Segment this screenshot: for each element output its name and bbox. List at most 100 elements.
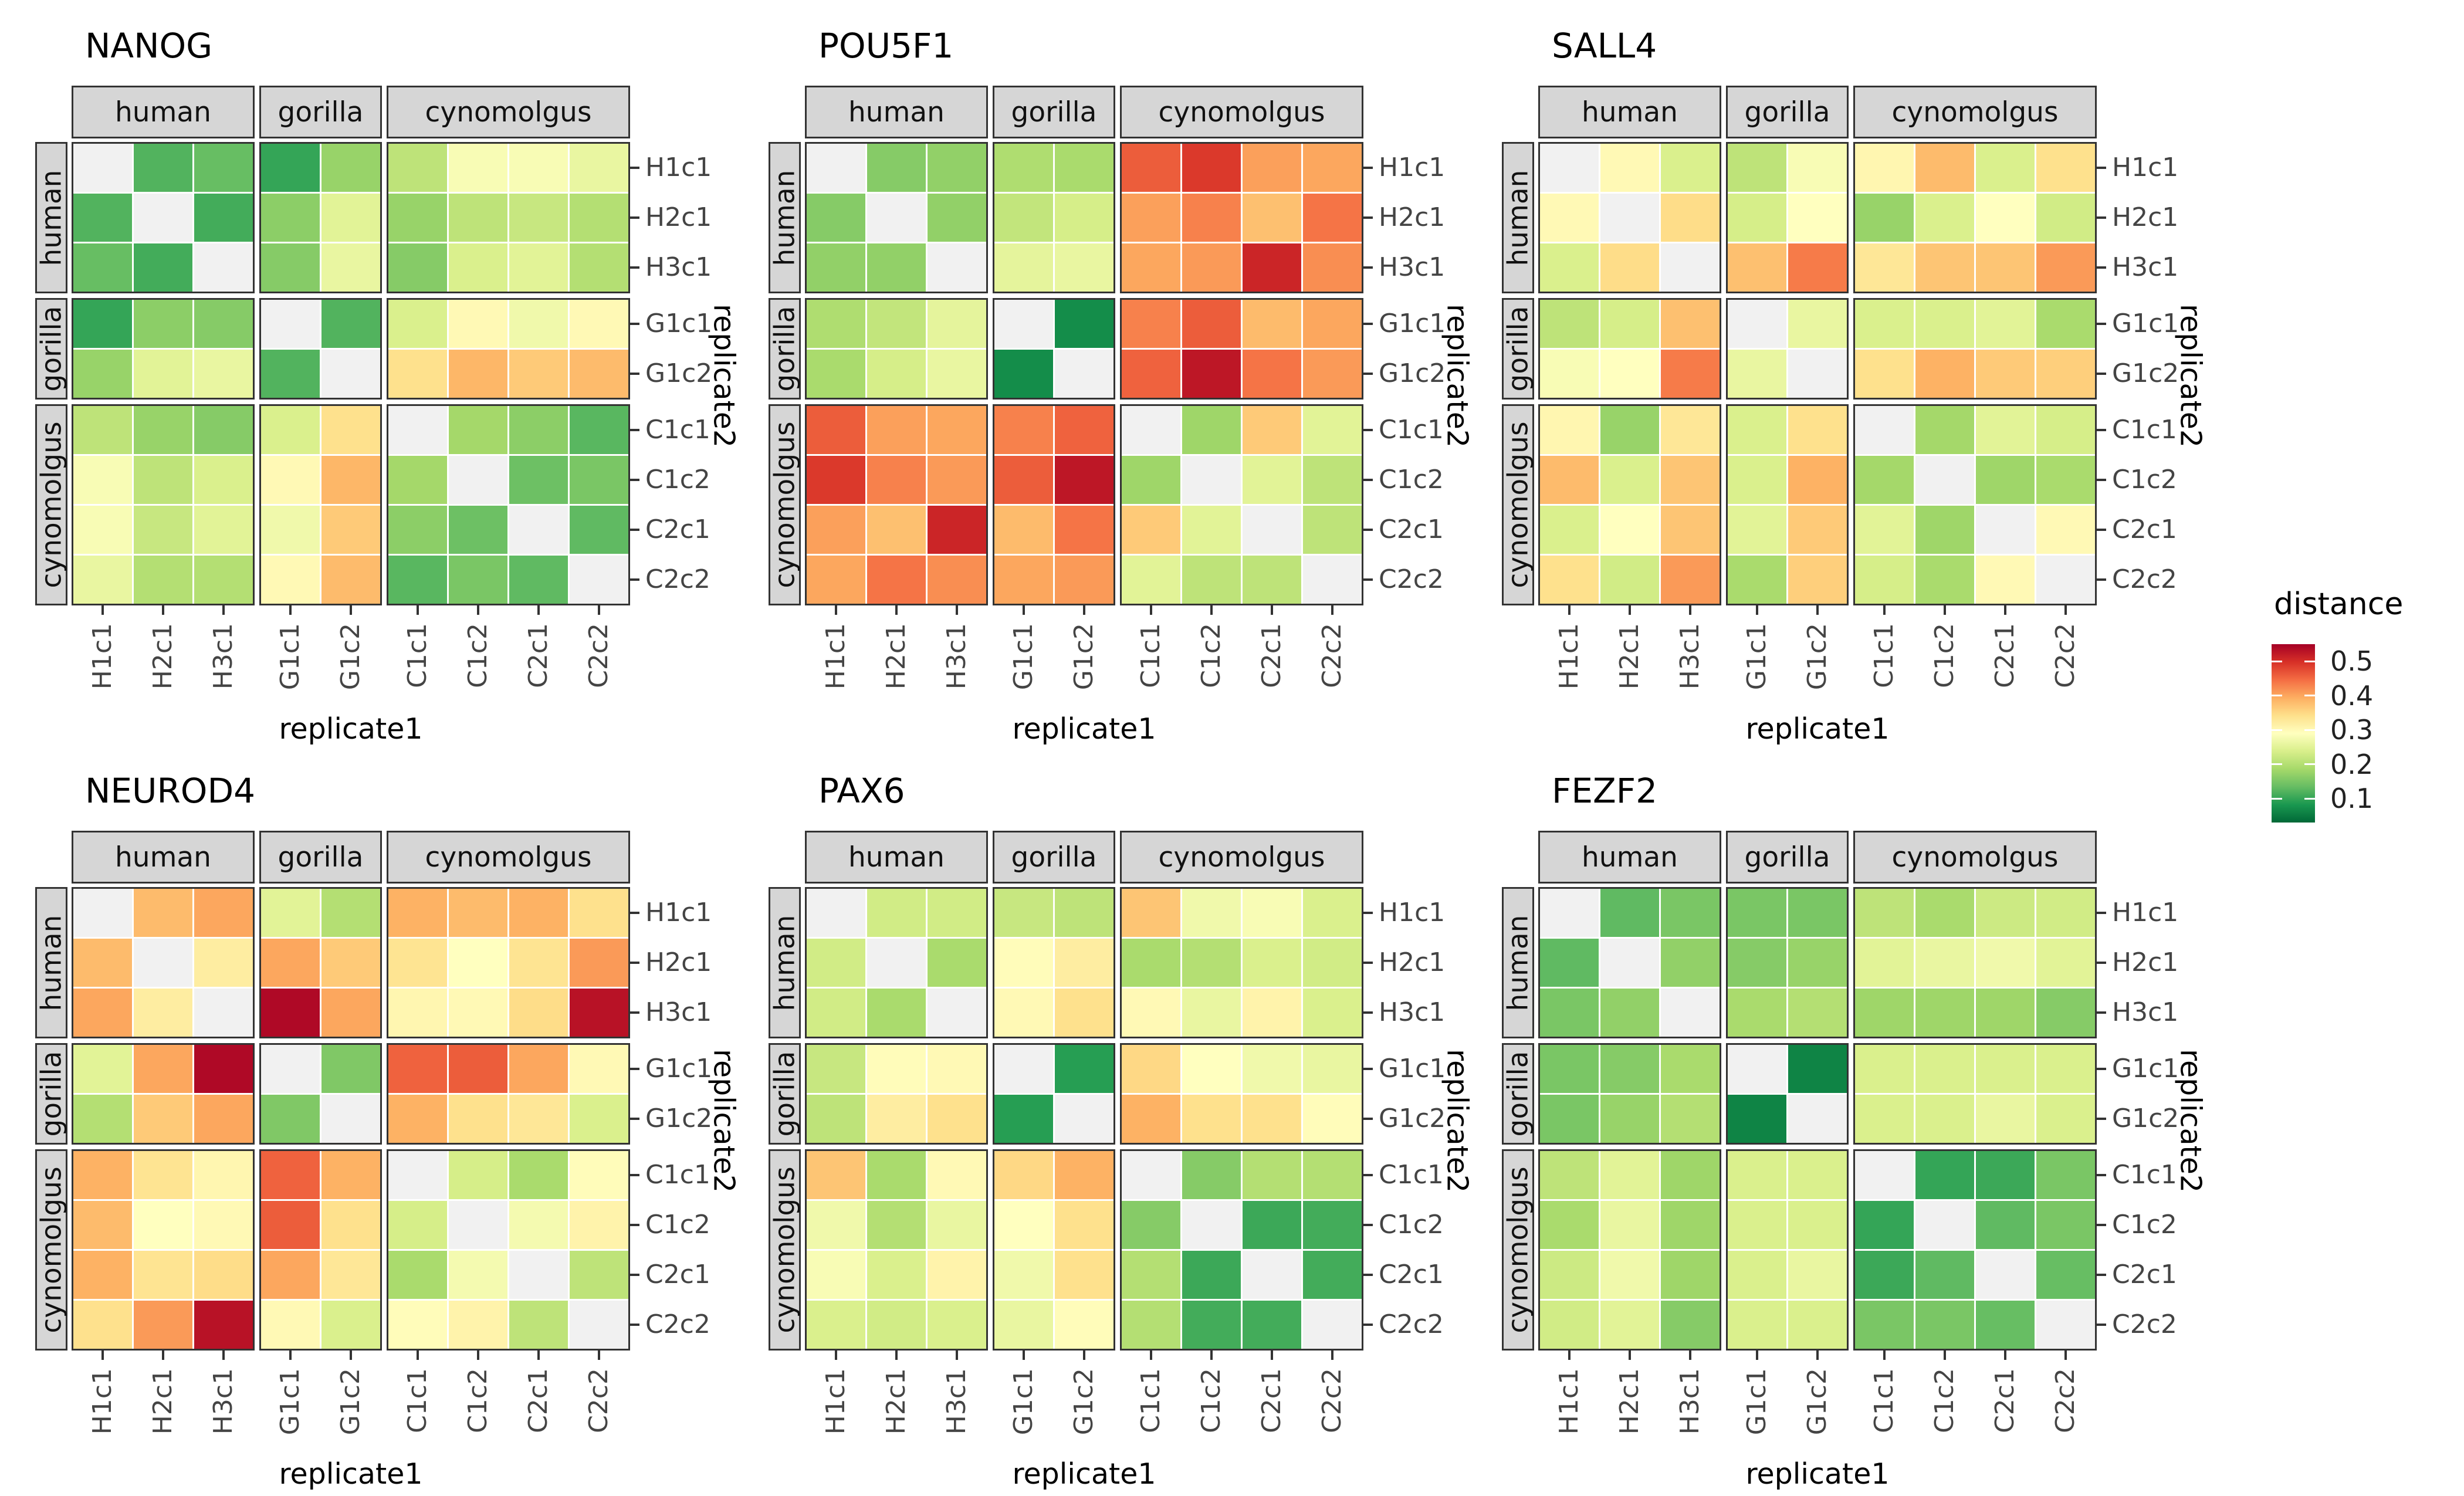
- x-tick-label: C2c2: [1317, 1368, 1347, 1433]
- heatmap-cell: [449, 1045, 507, 1093]
- x-tick: [598, 1351, 600, 1360]
- heatmap-cell: [1243, 1151, 1301, 1199]
- heatmap-cell: [73, 506, 132, 554]
- heatmap-cell: [867, 989, 926, 1037]
- heatmap-cell: [1243, 556, 1301, 604]
- y-tick-label: C1c1: [1379, 1160, 1444, 1190]
- row-strip-label: cynomolgus: [35, 1166, 67, 1333]
- heatmap-cell: [509, 144, 568, 192]
- heatmap-cell: [449, 1151, 507, 1199]
- heatmap-cell: [194, 1095, 253, 1143]
- heatmap-cell: [1728, 556, 1786, 604]
- x-tick-label: H2c1: [148, 623, 178, 690]
- x-tick-label: C1c2: [1196, 623, 1226, 688]
- heatmap-cell: [2036, 243, 2095, 292]
- x-tick: [222, 1351, 225, 1360]
- heatmap-block: [1538, 142, 1721, 293]
- heatmap-cell: [994, 406, 1053, 454]
- row-strip-cynomolgus: cynomolgus: [769, 404, 801, 605]
- x-tick-label: G1c1: [275, 1368, 305, 1436]
- row-strip-gorilla: gorilla: [769, 1043, 801, 1145]
- heatmap-cell: [1788, 556, 1847, 604]
- heatmap-cell: [134, 243, 192, 292]
- heatmap-cell: [1303, 194, 1362, 242]
- heatmap-cell: [994, 456, 1053, 504]
- heatmap-cell: [321, 1301, 380, 1349]
- heatmap-cell: [73, 1201, 132, 1249]
- heatmap-cell: [2036, 194, 2095, 242]
- x-tick-label: H2c1: [881, 623, 911, 690]
- heatmap-cell: [388, 989, 447, 1037]
- heatmap-cell: [73, 1045, 132, 1093]
- heatmap-cell: [1600, 406, 1659, 454]
- y-tick-label: H3c1: [1379, 252, 1446, 282]
- row-strip-cynomolgus: cynomolgus: [769, 1149, 801, 1351]
- heatmap-cell: [1661, 1251, 1720, 1299]
- heatmap-cell: [1540, 1095, 1599, 1143]
- heatmap-cell: [928, 144, 986, 192]
- y-tick: [2097, 479, 2106, 481]
- heatmap-cell: [1243, 144, 1301, 192]
- heatmap-cell: [1728, 456, 1786, 504]
- heatmap-cell: [1055, 889, 1113, 937]
- x-tick: [1331, 605, 1333, 615]
- heatmap-cell: [1855, 144, 1914, 192]
- x-tick: [1629, 605, 1631, 615]
- heatmap-cell: [449, 556, 507, 604]
- legend-tick-mark: [2272, 660, 2282, 662]
- heatmap-block: [1120, 142, 1363, 293]
- y-tick: [630, 529, 639, 531]
- heatmap-cell: [1055, 1251, 1113, 1299]
- heatmap-cell: [1600, 194, 1659, 242]
- heatmap-cell: [994, 1251, 1053, 1299]
- y-tick-label: C2c1: [645, 515, 710, 544]
- heatmap-cell: [194, 1045, 253, 1093]
- heatmap-cell: [1122, 1151, 1180, 1199]
- heatmap-cell: [449, 889, 507, 937]
- x-tick: [1629, 1351, 1631, 1360]
- heatmap-cell: [1182, 556, 1241, 604]
- heatmap-cell: [321, 506, 380, 554]
- col-strip-label: cynomolgus: [1891, 96, 2059, 128]
- heatmap-cell: [1055, 350, 1113, 398]
- heatmap-cell: [261, 350, 320, 398]
- heatmap-cell: [1540, 350, 1599, 398]
- heatmap-cell: [1303, 556, 1362, 604]
- heatmap-cell: [73, 1301, 132, 1349]
- heatmap-cell: [1976, 1151, 2035, 1199]
- heatmap-cell: [509, 406, 568, 454]
- heatmap-cell: [194, 506, 253, 554]
- heatmap-cell: [321, 989, 380, 1037]
- x-tick-label: C1c2: [1930, 623, 1959, 688]
- heatmap-cell: [1540, 194, 1599, 242]
- row-strip-label: cynomolgus: [769, 1166, 801, 1333]
- heatmap-cell: [261, 889, 320, 937]
- heatmap-cell: [194, 1201, 253, 1249]
- heatmap-cell: [1182, 1201, 1241, 1249]
- y-tick-label: C2c1: [645, 1260, 710, 1289]
- heatmap-cell: [994, 1095, 1053, 1143]
- y-tick: [2097, 266, 2106, 269]
- heatmap-cell: [1855, 243, 1914, 292]
- facet-title: PAX6: [818, 771, 905, 811]
- y-axis-title: replicate2: [707, 1048, 741, 1193]
- x-tick-label: H1c1: [821, 1368, 851, 1435]
- x-tick-label: H1c1: [1554, 1368, 1584, 1435]
- x-tick-label: G1c1: [1742, 623, 1772, 691]
- x-tick-label: H2c1: [1615, 1368, 1644, 1435]
- y-tick: [630, 1274, 639, 1276]
- heatmap-cell: [194, 350, 253, 398]
- heatmap-cell: [867, 144, 926, 192]
- heatmap-cell: [1915, 889, 1974, 937]
- heatmap-cell: [1122, 556, 1180, 604]
- y-tick: [630, 167, 639, 169]
- heatmap-cell: [2036, 989, 2095, 1037]
- heatmap-cell: [1661, 556, 1720, 604]
- heatmap-cell: [388, 889, 447, 937]
- heatmap-block: [1853, 1149, 2097, 1351]
- x-tick: [1271, 605, 1273, 615]
- x-tick: [289, 605, 292, 615]
- row-strip-human: human: [769, 887, 801, 1038]
- heatmap-cell: [261, 989, 320, 1037]
- heatmap-cell: [1788, 406, 1847, 454]
